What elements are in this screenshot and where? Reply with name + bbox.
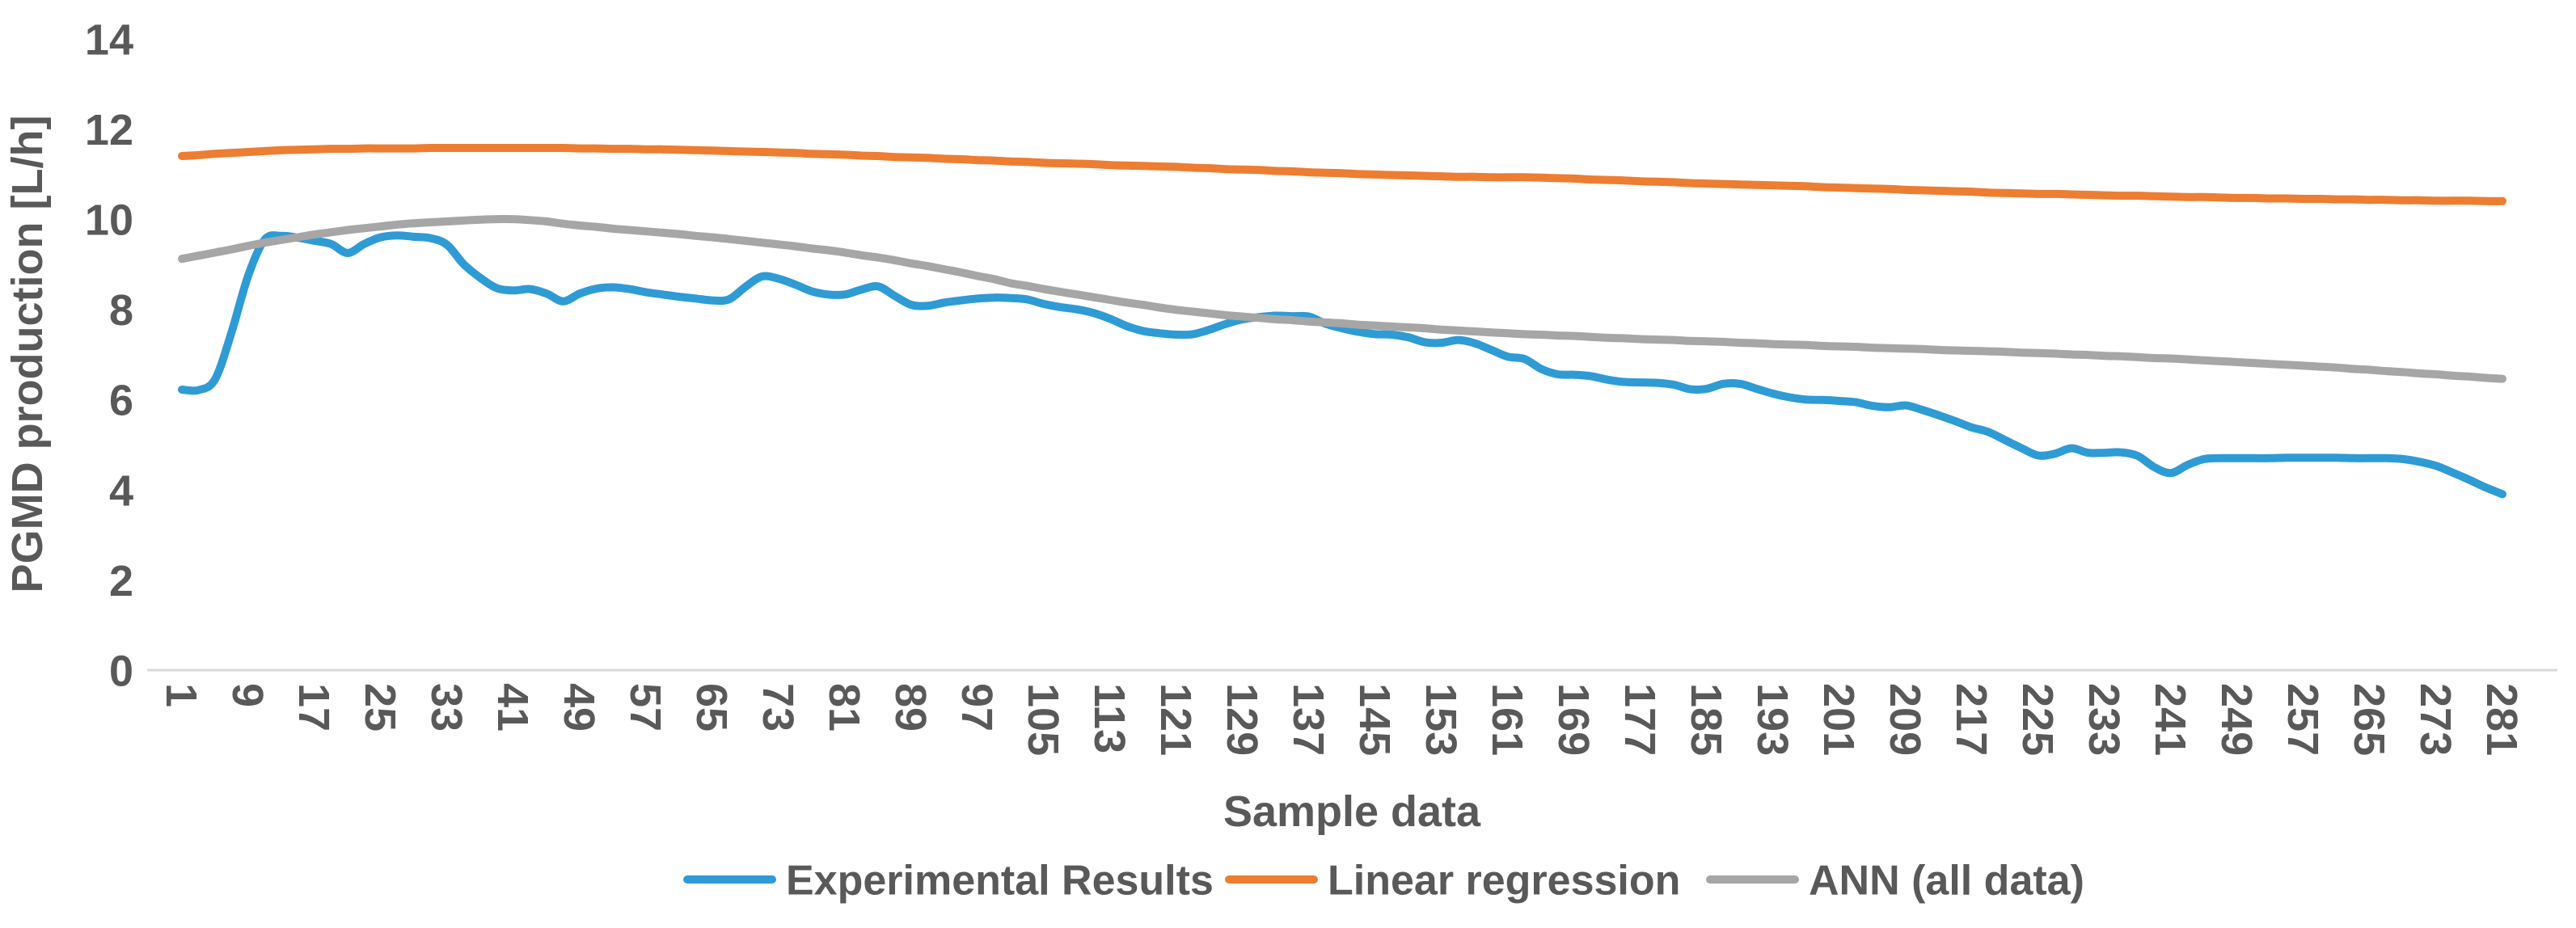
y-tick-label: 2 (109, 557, 133, 605)
x-tick-label: 105 (1019, 683, 1067, 756)
x-tick-label: 169 (1549, 683, 1598, 756)
series-line-experimental-results (178, 231, 2506, 499)
series-line-ann-all-data (178, 215, 2506, 383)
x-tick-label: 121 (1151, 683, 1200, 756)
x-tick-label: 193 (1748, 683, 1797, 756)
legend-label-ann-all-data: ANN (all data) (1809, 858, 2084, 905)
x-tick-label: 209 (1881, 683, 1929, 756)
x-tick-label: 233 (2080, 683, 2128, 756)
x-tick-label: 201 (1814, 683, 1863, 756)
y-tick-label: 8 (109, 286, 133, 335)
x-tick-label: 225 (2013, 683, 2062, 756)
legend-label-experimental-results: Experimental Results (786, 858, 1214, 905)
x-tick-label: 113 (1085, 683, 1134, 753)
x-tick-label: 81 (820, 683, 868, 732)
y-tick-label: 10 (85, 196, 133, 245)
x-tick-label: 177 (1615, 683, 1664, 756)
x-tick-label: 185 (1682, 683, 1730, 756)
x-tick-label: 265 (2345, 683, 2393, 756)
x-tick-label: 1 (157, 683, 205, 707)
y-tick-label: 14 (85, 15, 133, 64)
x-tick-label: 65 (687, 683, 736, 732)
x-tick-label: 153 (1417, 683, 1465, 756)
x-tick-label: 89 (886, 683, 935, 732)
x-tick-label: 241 (2146, 683, 2194, 756)
x-tick-label: 49 (555, 683, 603, 732)
x-tick-label: 217 (1947, 683, 1995, 756)
x-tick-label: 25 (356, 683, 404, 732)
x-axis-tick-labels: 1 9 17 25 33 41 49 57 65 73 81 89 97 105 113 121 129 137 1… (157, 683, 2526, 756)
x-tick-label: 57 (621, 683, 669, 732)
y-tick-label: 0 (109, 647, 133, 695)
x-tick-label: 17 (289, 683, 338, 732)
y-tick-label: 12 (85, 106, 133, 154)
x-tick-label: 73 (754, 683, 802, 732)
y-tick-label: 6 (109, 377, 133, 425)
x-tick-label: 129 (1218, 683, 1266, 756)
legend-item-linear-regression[interactable]: Linear regression (1225, 858, 1680, 905)
y-axis-tick-labels: 0 2 4 6 8 10 12 14 (85, 15, 133, 695)
legend-label-linear-regression: Linear regression (1328, 858, 1680, 905)
series-lines (178, 143, 2506, 499)
legend-item-ann-all-data[interactable]: ANN (all data) (1706, 858, 2084, 905)
x-tick-label: 249 (2212, 683, 2261, 756)
x-tick-label: 281 (2477, 683, 2526, 756)
series-line-linear-regression (178, 143, 2506, 205)
y-axis-title: PGMD production [L/h] (3, 116, 52, 593)
x-tick-label: 137 (1284, 683, 1332, 756)
x-tick-label: 257 (2278, 683, 2327, 756)
legend-item-experimental-results[interactable]: Experimental Results (683, 858, 1214, 905)
x-tick-label: 41 (488, 683, 537, 732)
x-tick-label: 273 (2411, 683, 2460, 756)
x-tick-label: 33 (422, 683, 471, 732)
legend: Experimental Results Linear regression A… (683, 858, 2084, 905)
x-tick-label: 97 (952, 683, 1001, 732)
x-tick-label: 145 (1350, 683, 1399, 756)
x-tick-label: 161 (1483, 683, 1531, 756)
y-tick-label: 4 (109, 466, 133, 515)
x-axis-title: Sample data (1223, 787, 1481, 836)
x-tick-label: 9 (223, 683, 272, 707)
